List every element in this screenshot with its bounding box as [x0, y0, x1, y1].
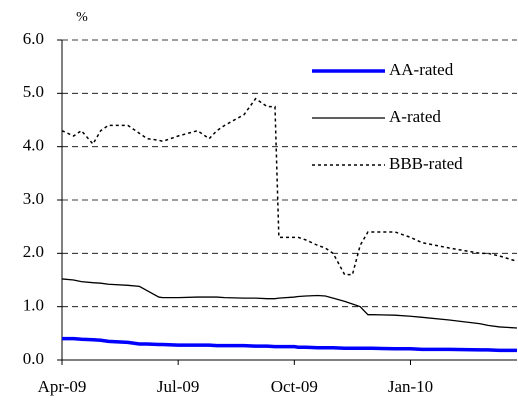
y-tick-label: 2.0 [23, 242, 44, 261]
legend-label: BBB-rated [389, 154, 463, 173]
series-line [62, 336, 517, 353]
x-tick-label: Jan-10 [388, 377, 433, 396]
y-tick-label: 5.0 [23, 82, 44, 101]
y-tick-label: 6.0 [23, 29, 44, 48]
y-tick-label: 1.0 [23, 296, 44, 315]
y-unit: % [76, 10, 88, 25]
x-tick-label: Oct-09 [271, 377, 318, 396]
y-tick-label: 0.0 [23, 349, 44, 368]
y-tick-label: 4.0 [23, 136, 44, 155]
x-tick-label: Apr-09 [38, 377, 87, 396]
series-line [61, 278, 518, 329]
legend-label: AA-rated [389, 60, 454, 79]
x-tick-label: Jul-09 [157, 377, 200, 396]
series-line [61, 97, 518, 276]
y-tick-label: 3.0 [23, 189, 44, 208]
legend-label: A-rated [389, 107, 441, 126]
